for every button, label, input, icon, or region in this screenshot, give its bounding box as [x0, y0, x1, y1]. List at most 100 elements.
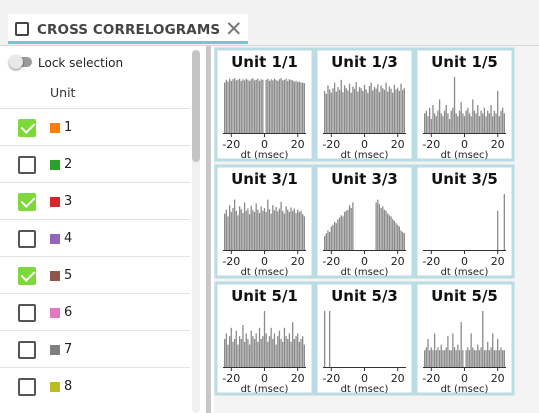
histogram-bar: [260, 79, 262, 133]
histogram-bar: [275, 206, 277, 250]
histogram-bar: [272, 205, 274, 250]
unit-checkbox[interactable]: [18, 341, 36, 359]
histogram-bar: [300, 82, 302, 133]
histogram-bar: [278, 330, 281, 367]
toggle-knob[interactable]: [9, 55, 23, 69]
histogram-bar: [295, 80, 297, 133]
histogram-bar: [247, 208, 249, 250]
histogram-bar: [255, 79, 257, 133]
unit-checkbox[interactable]: [18, 230, 36, 248]
unit-checkbox[interactable]: [18, 119, 36, 137]
histogram-bar: [228, 78, 231, 133]
histogram-bar: [395, 223, 397, 250]
histogram-bar: [343, 85, 346, 133]
histogram-bar: [327, 85, 329, 133]
unit-row[interactable]: 4: [0, 219, 190, 256]
histogram-bar: [487, 110, 489, 133]
histogram-bar: [393, 84, 396, 133]
histogram-bar: [335, 223, 337, 250]
unit-row[interactable]: 3: [0, 182, 190, 219]
tab-cross-correlograms[interactable]: CROSS CORRELOGRAMS ✕: [8, 14, 248, 44]
unit-checkbox[interactable]: [18, 378, 36, 396]
histogram-bar: [242, 325, 244, 367]
x-tick-label: -20: [422, 372, 440, 385]
histogram-bar: [358, 87, 361, 133]
histogram-bar: [283, 79, 286, 133]
histogram-bar: [425, 110, 427, 133]
scrollbar-thumb[interactable]: [192, 50, 200, 162]
histogram-bar: [295, 213, 297, 250]
unit-row[interactable]: 7: [0, 330, 190, 367]
histogram-bar: [497, 91, 499, 133]
unit-label: 6: [64, 305, 73, 320]
unit-checkbox[interactable]: [18, 193, 36, 211]
histogram-bar: [325, 233, 327, 250]
histogram-bar: [390, 88, 392, 133]
unit-row[interactable]: 1: [0, 108, 190, 145]
unit-checkbox[interactable]: [18, 304, 36, 322]
histogram-bar: [337, 219, 339, 250]
histogram-bar: [293, 81, 296, 133]
histogram-bar: [228, 336, 231, 367]
histogram-bar: [495, 113, 497, 133]
panel-splitter[interactable]: [206, 46, 211, 413]
histogram-bar: [300, 339, 302, 367]
histogram-bar: [447, 113, 449, 133]
histogram-bar: [330, 226, 332, 250]
unit-checkbox[interactable]: [18, 156, 36, 174]
panel-title: Unit 1/5: [431, 53, 498, 71]
histogram-bar: [475, 350, 477, 367]
histogram-bar: [252, 78, 254, 133]
histogram-bar: [460, 322, 462, 367]
histogram-bar: [482, 113, 484, 133]
unit-row[interactable]: 6: [0, 293, 190, 330]
histogram-bar: [497, 339, 499, 367]
unit-row[interactable]: 2: [0, 145, 190, 182]
histogram-bar: [465, 350, 467, 367]
histogram-bar: [237, 79, 239, 133]
histogram-bar: [437, 347, 439, 367]
close-icon[interactable]: ✕: [225, 17, 243, 41]
histogram-bar: [458, 350, 461, 367]
histogram-bar: [273, 78, 276, 133]
histogram-bar: [397, 87, 399, 133]
histogram-bar: [493, 110, 496, 133]
histogram-bar: [272, 80, 274, 133]
unit-checkbox[interactable]: [18, 267, 36, 285]
histogram-bar: [260, 206, 262, 250]
histogram-bar: [300, 210, 302, 250]
histogram-bar: [360, 88, 362, 133]
unit-label: 1: [64, 120, 73, 135]
histogram-bar: [352, 86, 354, 133]
histogram-bar: [263, 311, 266, 367]
square-outline-icon[interactable]: [15, 22, 29, 36]
histogram-bar: [490, 347, 492, 367]
unit-color-swatch: [50, 197, 60, 207]
unit-row[interactable]: 8: [0, 367, 190, 404]
histogram-bar: [485, 116, 487, 133]
histogram-bar: [492, 116, 494, 133]
histogram-bar: [285, 78, 287, 133]
histogram-bar: [383, 89, 386, 133]
histogram-bar: [273, 210, 276, 250]
histogram-bar: [392, 92, 394, 133]
histogram-bar: [280, 339, 282, 367]
histogram-bar: [330, 92, 332, 133]
unit-row[interactable]: 5: [0, 256, 190, 293]
histogram-bar: [303, 216, 305, 250]
histogram-bar: [457, 116, 459, 133]
x-axis-label: dt (msec): [241, 267, 289, 278]
panel-title: Unit 3/5: [431, 170, 498, 188]
histogram-bar: [247, 339, 249, 367]
scrollbar-track[interactable]: [192, 50, 200, 413]
histogram-bar: [302, 214, 304, 250]
